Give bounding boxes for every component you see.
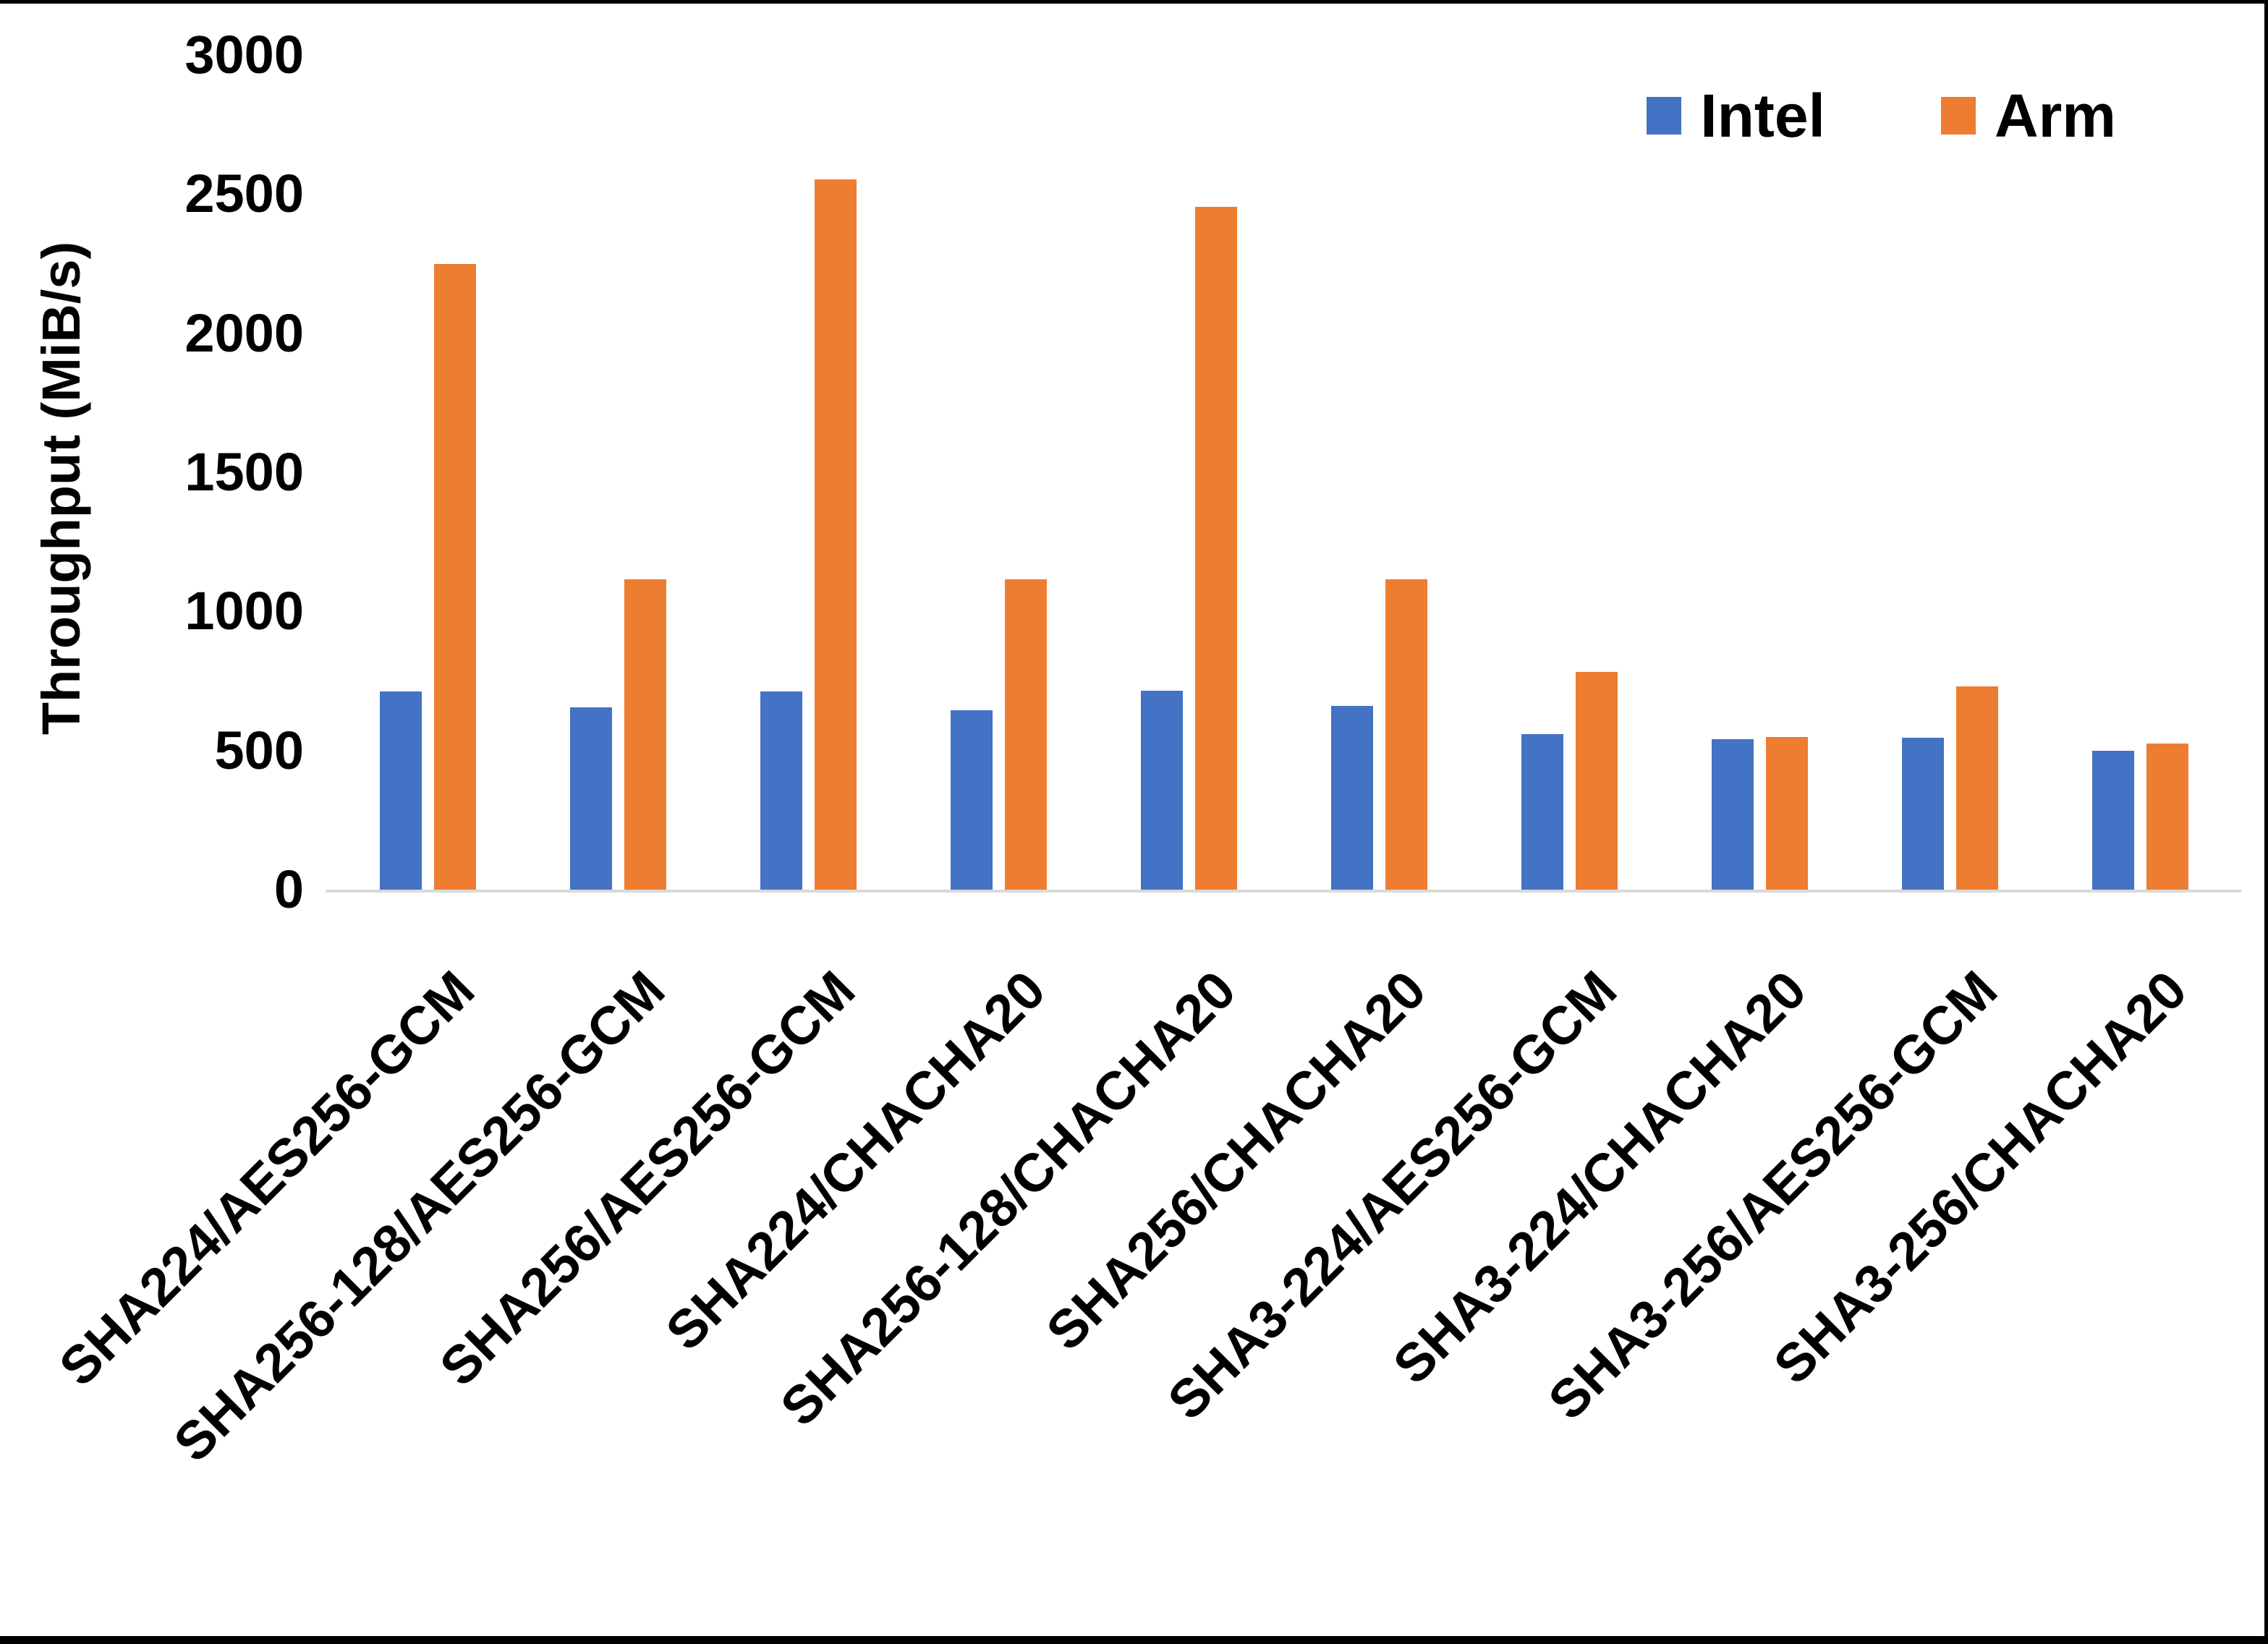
- bar-intel-SHA256/CHACHA20: [1331, 706, 1373, 890]
- legend: Intel Arm: [1647, 85, 2116, 146]
- bar-group-10: [2045, 55, 2235, 890]
- y-axis-tick-labels: 0 500 1000 1500 2000 2500 3000: [0, 0, 304, 1644]
- bar-arm-SHA256/AES256-GCM: [815, 179, 857, 890]
- bar-group-8: [1665, 55, 1855, 890]
- y-tick-label-0: 0: [273, 859, 304, 919]
- bar-group-4: [904, 55, 1094, 890]
- plot-area: [333, 55, 2235, 890]
- legend-item-intel: Intel: [1647, 85, 1825, 146]
- y-tick-label-500: 500: [214, 720, 304, 780]
- bar-intel-SHA224/AES256-GCM: [380, 691, 422, 890]
- x-category-label-4: SHA224/CHACHA20: [654, 959, 1057, 1362]
- bar-arm-SHA256-128/CHACHA20: [1195, 207, 1237, 890]
- bar-intel-SHA3-224/AES256-GCM: [1521, 734, 1563, 890]
- y-tick-label-1500: 1500: [184, 442, 304, 502]
- bar-arm-SHA3-224/CHACHA20: [1766, 737, 1808, 890]
- bar-intel-SHA224/CHACHA20: [951, 710, 993, 890]
- bar-intel-SHA256/AES256-GCM: [760, 691, 802, 890]
- figure-border-bottom: [0, 1636, 2268, 1644]
- y-tick-label-2500: 2500: [184, 163, 304, 224]
- legend-label-intel: Intel: [1700, 82, 1825, 150]
- x-category-label-6: SHA256/CHACHA20: [1035, 959, 1437, 1362]
- bar-intel-SHA3-256/AES256-GCM: [1902, 738, 1944, 890]
- legend-swatch-intel: [1647, 97, 1682, 135]
- bar-arm-SHA224/CHACHA20: [1005, 579, 1047, 890]
- bar-group-1: [333, 55, 523, 890]
- y-tick-label-1000: 1000: [184, 581, 304, 642]
- bar-group-5: [1094, 55, 1284, 890]
- legend-swatch-arm: [1940, 97, 1976, 135]
- bar-arm-SHA3-224/AES256-GCM: [1576, 672, 1618, 890]
- x-axis-line: [326, 890, 2241, 893]
- legend-label-arm: Arm: [1994, 82, 2116, 150]
- bar-group-9: [1855, 55, 2045, 890]
- figure-border-right: [2264, 0, 2268, 1644]
- legend-item-arm: Arm: [1940, 82, 2116, 150]
- bar-intel-SHA256-128/AES256-GCM: [570, 707, 612, 890]
- bar-group-6: [1284, 55, 1474, 890]
- bar-group-2: [523, 55, 713, 890]
- bar-intel-SHA3-224/CHACHA20: [1712, 739, 1754, 890]
- y-tick-label-2000: 2000: [184, 302, 304, 363]
- bar-arm-SHA3-256/CHACHA20: [2146, 744, 2188, 890]
- bar-intel-SHA3-256/CHACHA20: [2092, 751, 2134, 890]
- figure-border-top: [0, 0, 2268, 4]
- x-axis-category-labels: SHA224/AES256-GCM SHA256-128/AES256-GCM SH…: [48, 890, 2235, 1613]
- bar-group-7: [1474, 55, 1665, 890]
- bar-arm-SHA256-128/AES256-GCM: [624, 579, 666, 890]
- bar-arm-SHA256/CHACHA20: [1385, 579, 1427, 890]
- y-tick-label-3000: 3000: [184, 25, 304, 85]
- bar-arm-SHA3-256/AES256-GCM: [1956, 686, 1998, 890]
- bar-arm-SHA224/AES256-GCM: [434, 264, 476, 890]
- bar-group-3: [713, 55, 904, 890]
- bar-intel-SHA256-128/CHACHA20: [1141, 691, 1183, 890]
